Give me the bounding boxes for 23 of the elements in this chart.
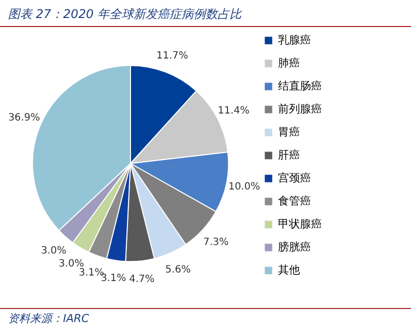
data-label: 3.0% xyxy=(58,258,84,270)
legend-label: 乳腺癌 xyxy=(278,34,311,46)
data-label: 11.4% xyxy=(218,105,250,116)
legend-label: 膀胱癌 xyxy=(278,240,311,254)
data-label: 3.1% xyxy=(100,273,126,284)
data-label: 3.0% xyxy=(40,245,66,256)
legend-label: 结直肠癌 xyxy=(278,80,322,92)
text: 资料来源：IARC xyxy=(0,308,411,328)
legend-label: 甲状腺癌 xyxy=(278,218,322,230)
data-label: 11.7% xyxy=(156,50,188,62)
legend-label: 肺癌 xyxy=(278,56,300,70)
data-label: 10.0% xyxy=(228,181,260,192)
legend-label: 胃癌 xyxy=(278,126,300,138)
legend-label: 前列腺癌 xyxy=(278,102,322,116)
data-label: 36.9% xyxy=(8,112,40,124)
data-label: 4.7% xyxy=(129,274,155,285)
legend-label: 宫颈癌 xyxy=(278,172,311,184)
data-label: 7.3% xyxy=(203,236,229,248)
legend-label: 其他 xyxy=(278,264,300,276)
legend-label: 食管癌 xyxy=(278,194,311,208)
legend-label: 肝癌 xyxy=(278,148,300,162)
chart-title: 图表 27：2020 年全球新发癌症病例数占比 xyxy=(0,0,411,27)
data-label: 5.6% xyxy=(165,264,191,276)
